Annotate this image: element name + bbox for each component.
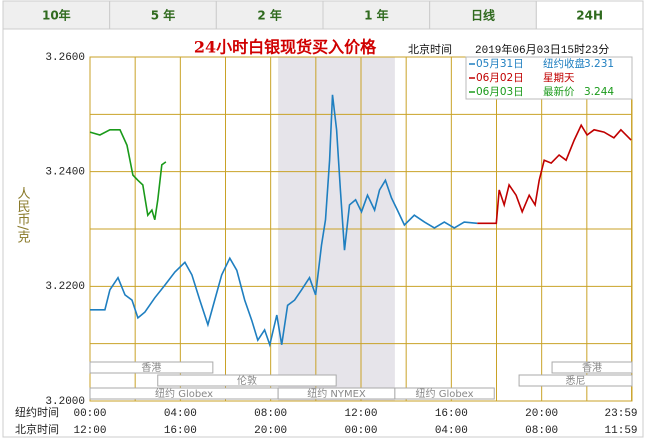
y-axis-label: 人民币/克 bbox=[15, 187, 31, 245]
tab-label[interactable]: 24H bbox=[576, 9, 603, 23]
x-tick-label: 20:00 bbox=[525, 408, 558, 420]
session-label: 香港 bbox=[582, 362, 602, 374]
x2-tick-label: 04:00 bbox=[435, 425, 468, 437]
time-label: 北京时间 bbox=[408, 42, 452, 56]
tab-label[interactable]: 5 年 bbox=[151, 8, 176, 23]
session-bar bbox=[394, 387, 495, 400]
y-tick-label: 3.2000 bbox=[45, 396, 85, 408]
x-tick-label: 16:00 bbox=[435, 408, 468, 420]
session-bar bbox=[518, 374, 633, 387]
x-tick-label: 08:00 bbox=[254, 408, 287, 420]
x-tick-label: 12:00 bbox=[344, 408, 377, 420]
session-bar bbox=[157, 374, 337, 387]
series-line bbox=[89, 129, 167, 221]
session-label: 纽约 Globex bbox=[416, 387, 474, 400]
session-label: 香港 bbox=[141, 362, 161, 374]
y-tick-label: 3.2600 bbox=[45, 52, 85, 64]
tab[interactable] bbox=[2, 0, 111, 30]
legend-value: 3.244 bbox=[584, 86, 614, 98]
session-label: 纽约 NYMEX bbox=[307, 387, 366, 400]
x2-tick-label: 16:00 bbox=[164, 425, 197, 437]
tab-label[interactable]: 日线 bbox=[471, 8, 495, 23]
session-label: 伦敦 bbox=[237, 374, 257, 387]
x-tick-label: 04:00 bbox=[164, 408, 197, 420]
plot-border bbox=[89, 56, 633, 402]
tab-label[interactable]: 2 年 bbox=[257, 8, 282, 23]
legend-name: 06月02日 bbox=[476, 72, 524, 84]
session-label: 纽约 Globex bbox=[155, 387, 213, 400]
session-bar bbox=[89, 361, 214, 374]
tab[interactable] bbox=[322, 0, 431, 30]
y-tick-label: 3.2400 bbox=[45, 167, 85, 179]
x-tick-label: 23:59 bbox=[605, 408, 638, 420]
series-line bbox=[477, 123, 632, 225]
legend-box bbox=[465, 56, 633, 100]
legend-name: 06月03日 bbox=[476, 86, 524, 98]
x2-tick-label: 12:00 bbox=[73, 425, 106, 437]
legend-note: 星期天 bbox=[543, 72, 575, 84]
legend-name: 05月31日 bbox=[476, 58, 524, 70]
x2-tick-label: 00:00 bbox=[344, 425, 377, 437]
series-line bbox=[90, 94, 478, 348]
legend-note: 纽约收盘 bbox=[543, 57, 585, 70]
x2-tick-label: 11:59 bbox=[605, 425, 638, 437]
y-tick-label: 3.2200 bbox=[45, 281, 85, 293]
chart-title: 24小时白银现货买入价格 bbox=[194, 38, 377, 57]
x2-tick-label: 08:00 bbox=[525, 425, 558, 437]
tab[interactable] bbox=[535, 0, 644, 30]
tab[interactable] bbox=[429, 0, 537, 30]
tab-label[interactable]: 10年 bbox=[42, 8, 71, 23]
x-axis-label: 纽约时间 bbox=[15, 405, 59, 420]
x2-tick-label: 20:00 bbox=[254, 425, 287, 437]
tab-label[interactable]: 1 年 bbox=[364, 8, 389, 23]
x2-axis-label: 北京时间 bbox=[15, 422, 59, 437]
session-label: 悉尼 bbox=[566, 375, 586, 387]
legend-note: 最新价 bbox=[543, 85, 575, 98]
legend-value: 3.231 bbox=[584, 58, 614, 70]
x-tick-label: 00:00 bbox=[73, 408, 106, 420]
timestamp: 2019年06月03日15时23分 bbox=[475, 42, 609, 57]
session-bar bbox=[551, 361, 633, 374]
